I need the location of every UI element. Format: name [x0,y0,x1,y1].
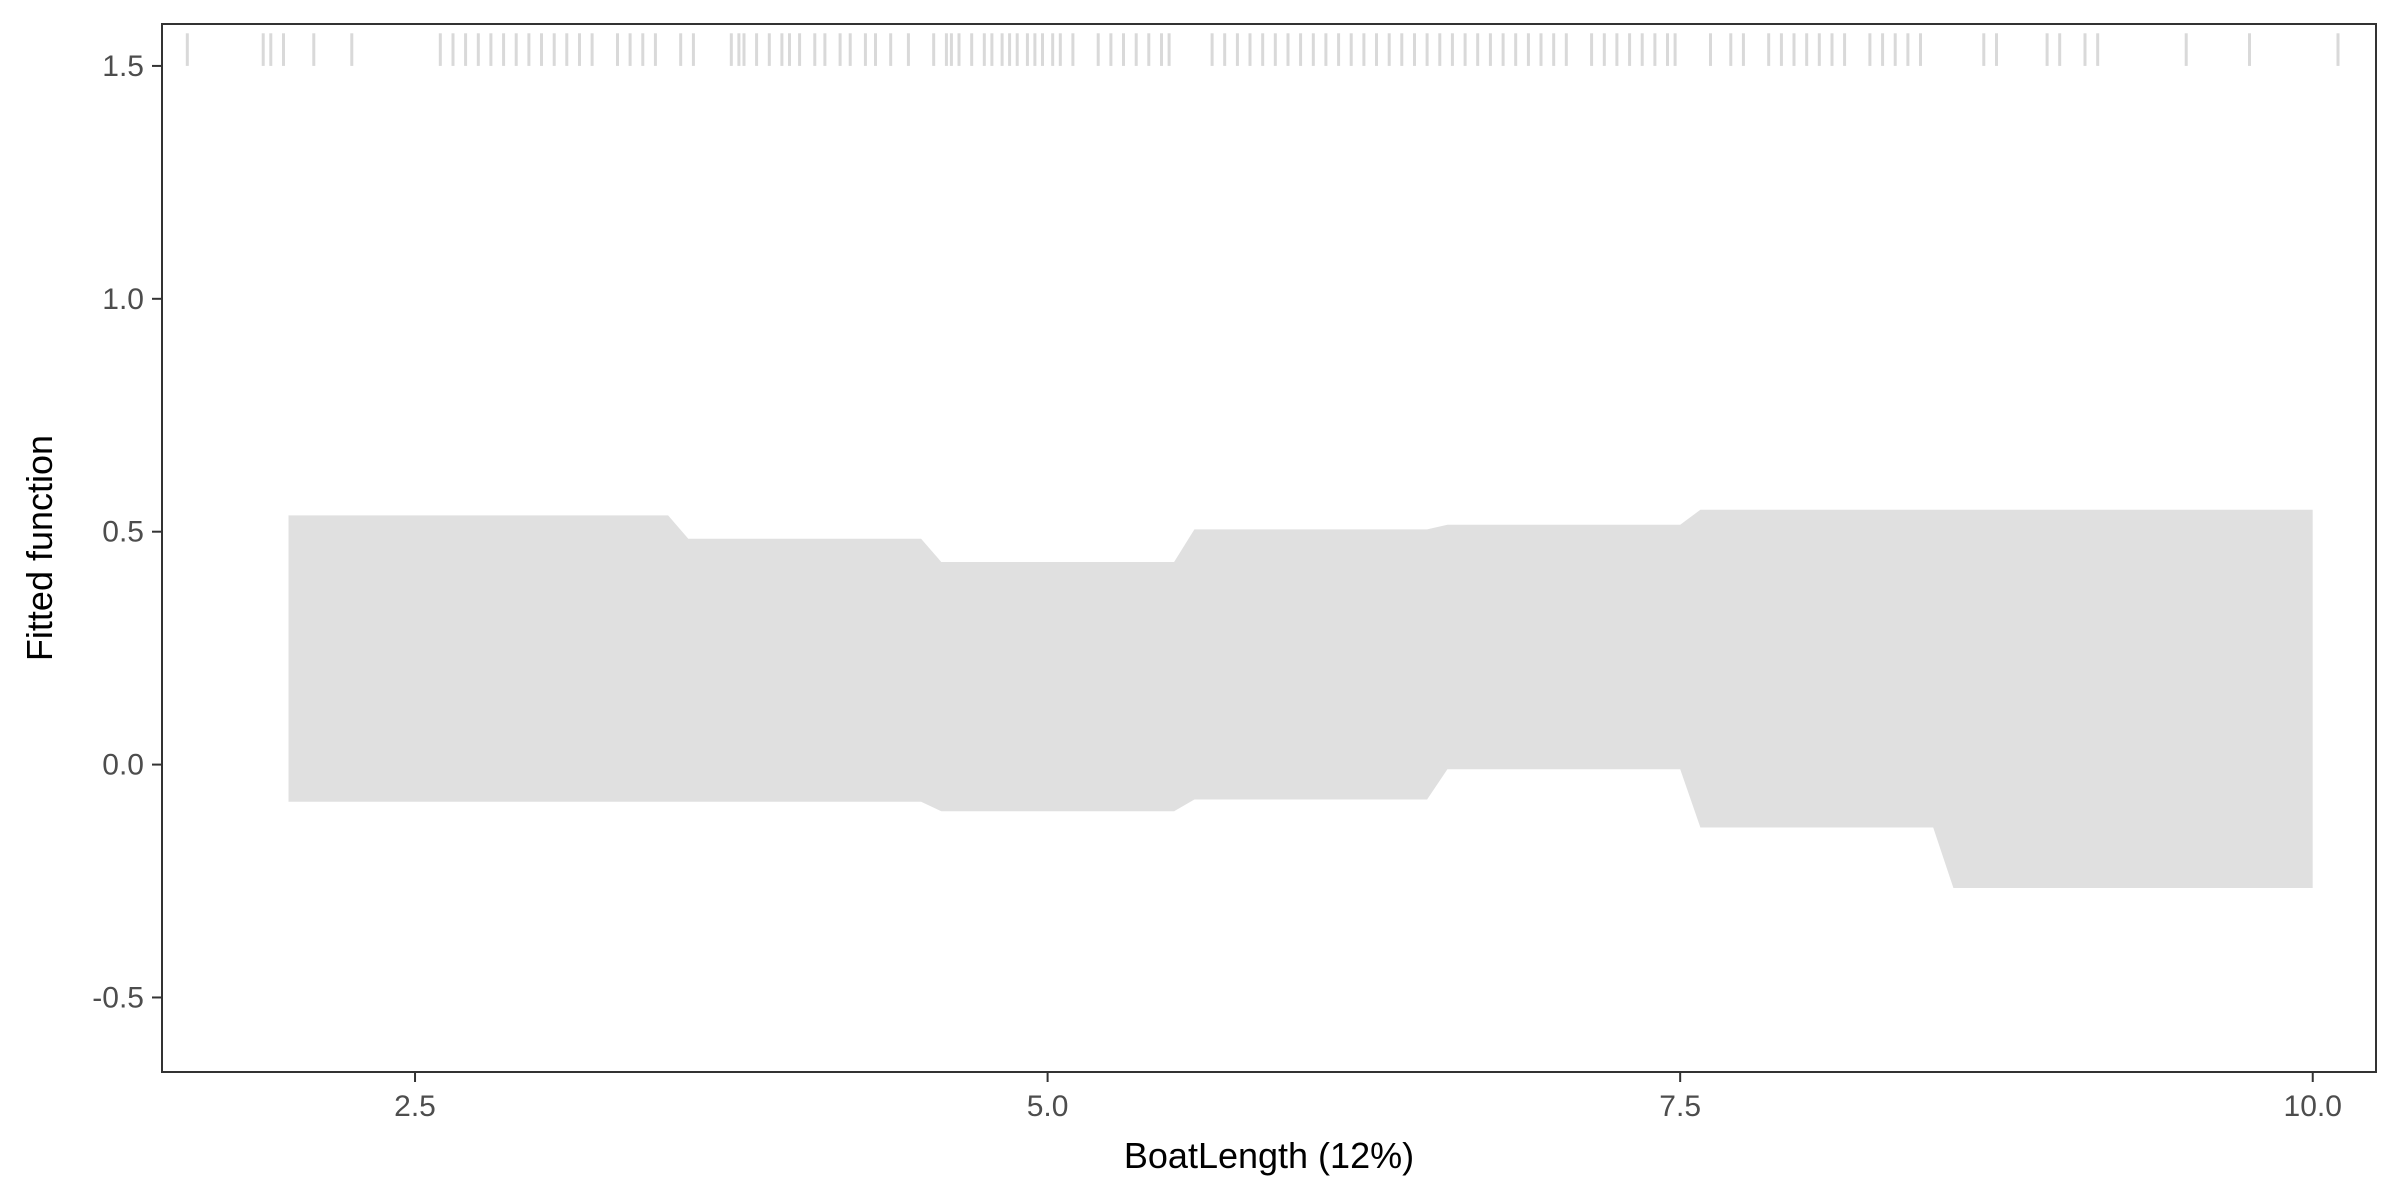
y-tick-label: 0.0 [102,749,144,782]
x-axis-title: BoatLength (12%) [1124,1135,1414,1176]
panel-border [161,23,2377,1073]
axis-layer: 2.5 5.0 7.5 10.0 -0.5 0.0 0.5 1.0 1.5 [92,50,2342,1123]
y-tick-label: 1.0 [102,283,144,316]
confidence-band [288,509,2313,888]
x-tick-label: 2.5 [394,1090,436,1123]
y-tick-label: -0.5 [92,981,144,1014]
rug-layer [185,33,2340,66]
x-tick-label: 7.5 [1659,1090,1701,1123]
band-layer [288,509,2313,888]
y-tick-label: 0.5 [102,516,144,549]
x-tick-label: 5.0 [1027,1090,1069,1123]
y-tick-label: 1.5 [102,50,144,83]
x-tick-label: 10.0 [2284,1090,2342,1123]
y-axis-title: Fitted function [19,435,60,661]
